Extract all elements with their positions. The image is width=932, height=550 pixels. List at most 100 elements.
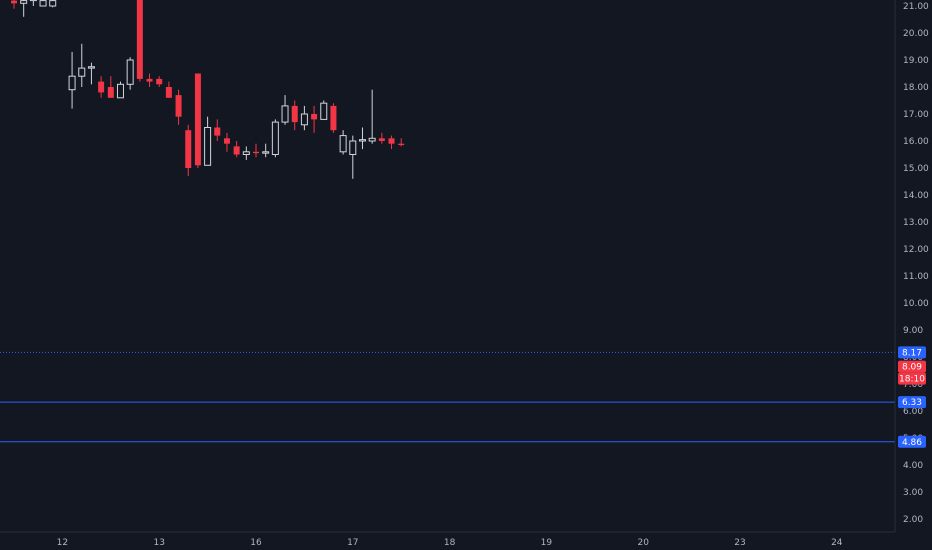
candle-body: [20, 0, 28, 4]
candle-body: [233, 146, 240, 155]
candle-body: [39, 0, 47, 7]
y-tick-label: 11.00: [903, 272, 929, 282]
candle: [223, 132, 230, 152]
countdown-badge-text: 18:10: [899, 375, 925, 385]
last-price-badge-bg: [898, 360, 926, 373]
candle-body: [330, 105, 337, 131]
y-tick-label: 17.00: [903, 110, 929, 120]
candle: [368, 89, 376, 144]
candle-body: [185, 130, 192, 168]
candle: [29, 0, 37, 6]
y-tick-label: 15.00: [903, 164, 929, 174]
y-tick-label: 7.00: [903, 380, 923, 390]
candle-body: [146, 78, 153, 82]
candle-body: [388, 138, 395, 144]
candle-body: [107, 87, 114, 98]
candle-body: [291, 105, 298, 123]
candle: [242, 146, 250, 160]
candle-body: [339, 135, 347, 153]
price-badge-8-17: 8.17: [898, 346, 926, 359]
candle: [156, 76, 163, 87]
y-tick-label: 12.00: [903, 245, 929, 255]
candle-body: [49, 0, 57, 7]
candle: [165, 81, 172, 98]
candle: [194, 73, 201, 168]
candle-body: [262, 151, 270, 154]
candle-body: [368, 137, 376, 142]
candle: [388, 135, 395, 150]
candle: [68, 51, 76, 109]
candle: [300, 105, 308, 131]
candle-body: [320, 102, 328, 120]
price-badge-8-17-bg: [898, 346, 926, 359]
countdown-badge: 18:10: [898, 372, 926, 385]
price-lines: [0, 351, 895, 443]
price-badge-4-86-bg: [898, 435, 926, 448]
candle: [20, 0, 28, 17]
candles: [11, 0, 405, 179]
candle-body: [136, 0, 143, 79]
y-tick-label: 6.00: [903, 407, 923, 417]
x-tick-label: 19: [541, 538, 553, 548]
last-price-badge-text: 8.09: [902, 363, 922, 373]
price-badges: 8.17 6.33 4.86 8.09 18:10: [898, 346, 926, 448]
candle: [262, 143, 270, 158]
x-tick-label: 23: [734, 538, 745, 548]
y-tick-label: 18.00: [903, 83, 929, 93]
candle: [311, 105, 318, 133]
candle: [349, 135, 357, 179]
y-tick-label: 9.00: [903, 326, 923, 336]
candle-body: [87, 66, 95, 69]
candle: [291, 100, 298, 131]
x-tick-label: 18: [444, 538, 456, 548]
candle-body: [68, 75, 76, 91]
candle: [146, 73, 153, 87]
candle-body: [281, 105, 289, 123]
candle-body: [349, 140, 357, 155]
x-tick-label: 17: [347, 538, 358, 548]
candle: [271, 119, 279, 158]
candle-body: [98, 81, 105, 93]
candle: [107, 76, 114, 98]
candle-body: [194, 73, 201, 166]
candle-body: [214, 127, 221, 136]
candle: [204, 116, 212, 166]
candle-body: [156, 78, 163, 85]
candle: [116, 81, 124, 99]
candle-body: [300, 113, 308, 126]
price-badge-6-33-text: 6.33: [902, 398, 922, 408]
candle-body: [398, 143, 405, 146]
x-tick-label: 12: [57, 538, 68, 548]
candle: [233, 141, 240, 158]
candle-body: [29, 0, 37, 2]
price-badge-6-33: 6.33: [898, 396, 926, 409]
y-tick-label: 13.00: [903, 218, 929, 228]
candle: [214, 119, 221, 141]
candle-body: [165, 87, 172, 98]
candle-body: [358, 139, 366, 142]
candle: [253, 143, 259, 158]
candle-body: [116, 83, 124, 99]
price-badge-8-17-text: 8.17: [902, 348, 922, 358]
candle: [175, 89, 182, 125]
candle-body: [311, 114, 318, 120]
candle: [330, 103, 337, 133]
candle: [98, 76, 105, 98]
candle-body: [126, 59, 134, 85]
candle: [185, 124, 192, 177]
candle-body: [78, 67, 86, 77]
candle-body: [175, 95, 182, 117]
candle: [339, 130, 347, 155]
candle: [136, 0, 143, 82]
x-axis[interactable]: 12 13 16 17 18 19 20 23 24: [57, 538, 843, 548]
candle-body: [242, 151, 250, 156]
candle-body: [204, 127, 212, 166]
candle: [281, 95, 289, 125]
last-price-badge: 8.09: [898, 360, 926, 373]
candle: [39, 0, 47, 7]
candle-body: [271, 121, 279, 155]
candle-body: [378, 138, 385, 141]
candle: [126, 57, 134, 90]
